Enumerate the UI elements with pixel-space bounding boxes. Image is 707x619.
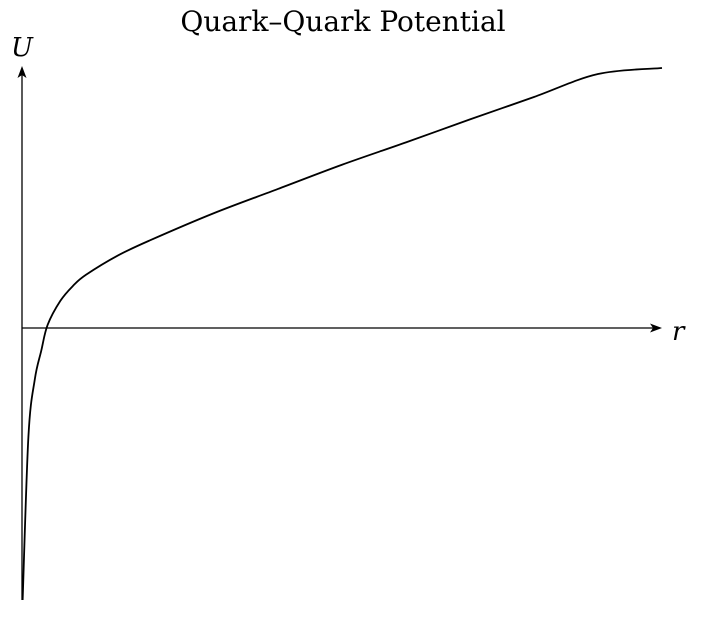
- series-line-0: [21, 67, 663, 601]
- x-axis-label: r: [672, 317, 686, 347]
- y-axis-label: U: [11, 33, 34, 63]
- y-axis-arrowhead: [17, 66, 27, 78]
- chart-title: Quark–Quark Potential: [180, 5, 505, 38]
- series-layer: [21, 67, 663, 601]
- x-axis-arrowhead: [650, 323, 662, 333]
